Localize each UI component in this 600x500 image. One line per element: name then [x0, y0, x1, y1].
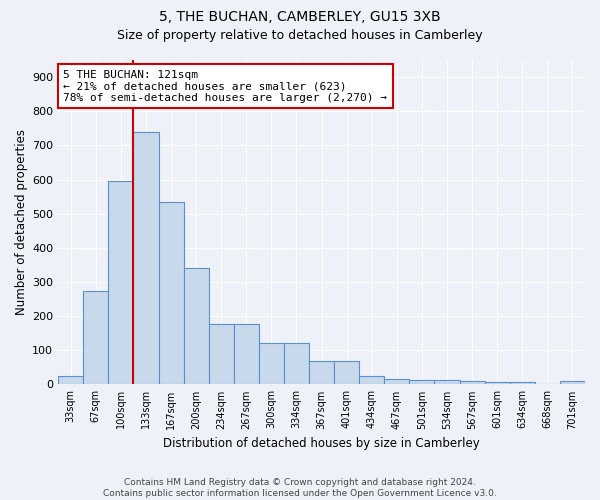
- Bar: [485, 382, 510, 384]
- Bar: [234, 324, 259, 384]
- Bar: [510, 382, 535, 384]
- Bar: [133, 132, 158, 384]
- Bar: [309, 361, 334, 384]
- Bar: [209, 324, 234, 384]
- Bar: [460, 381, 485, 384]
- Text: Contains HM Land Registry data © Crown copyright and database right 2024.
Contai: Contains HM Land Registry data © Crown c…: [103, 478, 497, 498]
- Bar: [409, 380, 434, 384]
- Bar: [284, 344, 309, 384]
- Bar: [58, 376, 83, 384]
- Bar: [560, 381, 585, 384]
- Text: Size of property relative to detached houses in Camberley: Size of property relative to detached ho…: [117, 29, 483, 42]
- Bar: [83, 290, 109, 384]
- Text: 5, THE BUCHAN, CAMBERLEY, GU15 3XB: 5, THE BUCHAN, CAMBERLEY, GU15 3XB: [159, 10, 441, 24]
- Bar: [259, 344, 284, 384]
- Bar: [359, 376, 384, 384]
- Bar: [384, 380, 409, 384]
- Bar: [158, 202, 184, 384]
- Bar: [184, 268, 209, 384]
- X-axis label: Distribution of detached houses by size in Camberley: Distribution of detached houses by size …: [163, 437, 480, 450]
- Text: 5 THE BUCHAN: 121sqm
← 21% of detached houses are smaller (623)
78% of semi-deta: 5 THE BUCHAN: 121sqm ← 21% of detached h…: [64, 70, 388, 103]
- Bar: [434, 380, 460, 384]
- Y-axis label: Number of detached properties: Number of detached properties: [15, 129, 28, 315]
- Bar: [109, 181, 133, 384]
- Bar: [334, 361, 359, 384]
